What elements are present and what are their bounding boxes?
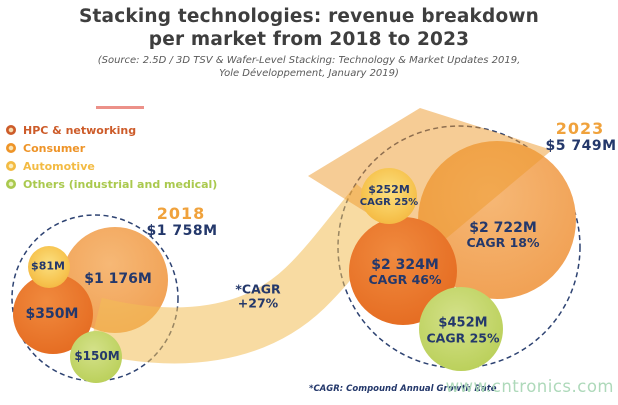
bubble-value-2023-others: $452M <box>438 315 488 331</box>
bubble-2018-others <box>70 331 122 383</box>
bubble-label-2023-hpc: $2 324M CAGR 46% <box>368 257 441 287</box>
cagr-footnote: *CAGR: Compound Annual Growth Rate <box>309 384 497 394</box>
bubble-cagr-2023-hpc: CAGR 46% <box>368 271 442 287</box>
legend-item-hpc: HPC & networking <box>6 121 217 139</box>
bubble-2023-others <box>419 287 503 371</box>
bubble-value-2023-consumer: $2 722M <box>469 219 537 236</box>
bubble-cagr-2023-consumer: CAGR 18% <box>466 234 540 250</box>
red-divider-dash <box>96 106 144 109</box>
bubble-label-2018-automotive: $81M <box>31 259 65 273</box>
chart-title-line1: Stacking technologies: revenue breakdown <box>78 6 540 27</box>
chart-source-line1: (Source: 2.5D / 3D TSV & Wafer-Level Sta… <box>97 55 521 66</box>
legend: HPC & networking Consumer Automotive Oth… <box>6 121 217 193</box>
legend-item-others: Others (industrial and medical) <box>6 175 217 193</box>
bubble-2023-automotive <box>361 168 417 224</box>
legend-label-automotive: Automotive <box>23 159 95 173</box>
year-label-2018: 2018 <box>156 203 206 223</box>
bubble-2018-automotive <box>28 246 70 288</box>
year-label-2023: 2023 <box>555 118 605 138</box>
legend-item-consumer: Consumer <box>6 139 217 157</box>
arrow-cagr-line2: +27% <box>237 296 279 311</box>
bubble-2023-hpc <box>349 217 457 325</box>
chart-source-line2: Yole Développement, January 2019) <box>219 68 399 79</box>
growth-arrow-head <box>308 108 552 252</box>
legend-label-hpc: HPC & networking <box>23 123 137 137</box>
arrow-cagr-line1: *CAGR <box>235 281 281 297</box>
legend-bullet-hpc-icon <box>6 125 16 135</box>
bubble-cagr-2023-others: CAGR 25% <box>426 330 500 346</box>
arrow-cagr-label: *CAGR +27% <box>235 281 281 312</box>
bubble-label-2023-consumer: $2 722M CAGR 18% <box>466 220 539 250</box>
bubble-label-2023-others: $452M CAGR 25% <box>426 315 500 346</box>
bubble-2018-hpc <box>13 274 93 354</box>
bubble-label-2018-hpc: $350M <box>25 305 79 322</box>
total-label-2018: $1 758M <box>146 222 218 239</box>
bubble-value-2023-hpc: $2 324M <box>371 256 439 273</box>
bubble-label-2018-consumer: $1 176M <box>84 270 152 287</box>
legend-bullet-consumer-icon <box>6 143 16 153</box>
legend-item-automotive: Automotive <box>6 157 217 175</box>
bubble-value-2023-automotive: $252M <box>368 182 410 196</box>
bubble-label-2023-automotive: $252M CAGR 25% <box>359 182 419 208</box>
chart-title-line2: per market from 2018 to 2023 <box>148 29 470 50</box>
total-label-2023: $5 749M <box>545 137 617 154</box>
bubble-label-2018-others: $150M <box>74 349 120 364</box>
legend-bullet-others-icon <box>6 179 16 189</box>
legend-label-consumer: Consumer <box>23 141 86 155</box>
legend-label-others: Others (industrial and medical) <box>23 177 218 191</box>
legend-bullet-automotive-icon <box>6 161 16 171</box>
bubble-cagr-2023-automotive: CAGR 25% <box>359 196 419 208</box>
growth-arrow-band <box>88 184 400 364</box>
watermark-text: www.cntronics.com <box>445 377 614 396</box>
